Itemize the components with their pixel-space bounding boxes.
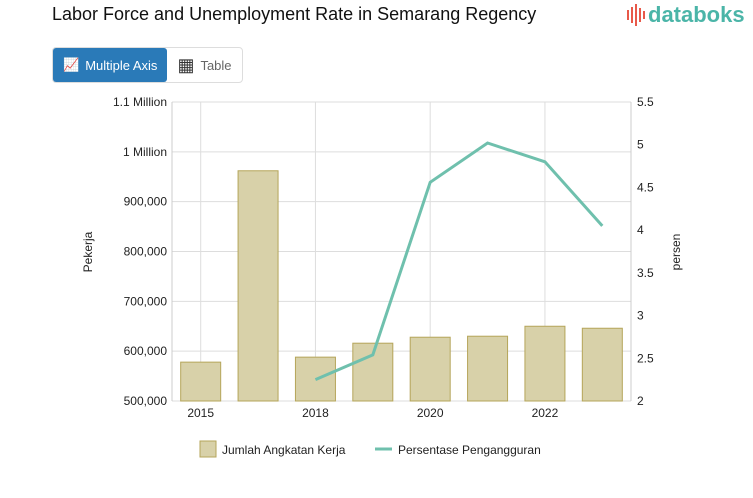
databoks-logo: databoks (627, 2, 745, 28)
bar (581, 327, 623, 402)
table-button[interactable]: ▦ Table (167, 48, 241, 82)
y2-tick-label: 3 (637, 309, 644, 323)
y2-tick-label: 5 (637, 138, 644, 152)
y-tick-label: 700,000 (124, 294, 168, 308)
x-tick-label: 2022 (532, 406, 559, 420)
y-axis-label: Pekerja (81, 231, 95, 272)
bar (237, 170, 279, 402)
legend-label: Jumlah Angkatan Kerja (222, 443, 346, 457)
y-tick-label: 1 Million (123, 145, 167, 159)
chart-icon: 📈 (63, 57, 80, 72)
bar (524, 325, 566, 402)
bar (180, 361, 222, 402)
legend-label: Persentase Pengangguran (398, 443, 541, 457)
y2-tick-label: 3.5 (637, 266, 654, 280)
bar (294, 356, 336, 402)
x-tick-label: 2018 (302, 406, 329, 420)
y-tick-label: 900,000 (124, 195, 168, 209)
y2-tick-label: 4 (637, 223, 644, 237)
legend-bar-swatch (199, 440, 217, 458)
bar (409, 336, 451, 402)
y-tick-label: 1.1 Million (113, 95, 167, 109)
y2-tick-label: 2 (637, 394, 644, 408)
logo-text: databoks (648, 2, 745, 27)
x-tick-label: 2015 (187, 406, 214, 420)
view-toggle: 📈 Multiple Axis ▦ Table (52, 47, 243, 83)
y-tick-label: 600,000 (124, 344, 168, 358)
bar (352, 342, 394, 402)
chart-title: Labor Force and Unemployment Rate in Sem… (52, 4, 537, 24)
y-tick-label: 500,000 (124, 394, 168, 408)
y2-tick-label: 5.5 (637, 95, 654, 109)
multiple-axis-button[interactable]: 📈 Multiple Axis (53, 48, 168, 82)
table-grid-icon: ▦ (177, 54, 195, 75)
y2-axis-label: persen (669, 234, 683, 271)
y2-tick-label: 4.5 (637, 180, 654, 194)
table-label: Table (200, 57, 232, 73)
multiple-axis-label: Multiple Axis (85, 57, 158, 73)
x-tick-label: 2020 (417, 406, 444, 420)
y-tick-label: 800,000 (124, 245, 168, 259)
logo-bars-icon (627, 4, 645, 26)
line-series (314, 141, 604, 382)
bar (467, 335, 509, 402)
y2-tick-label: 2.5 (637, 351, 654, 365)
